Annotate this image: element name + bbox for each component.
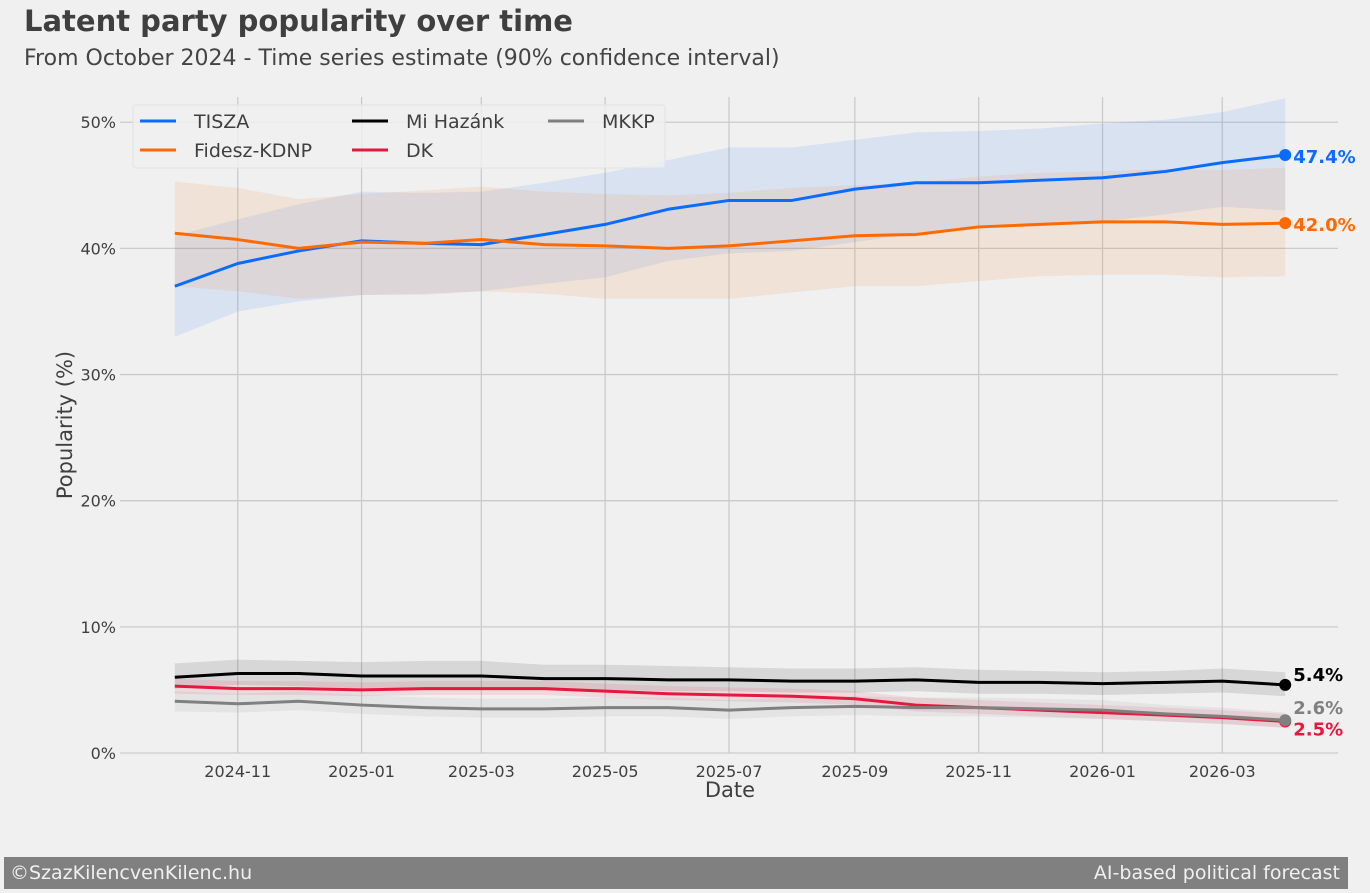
- confidence-band-mi-hazánk: [174, 659, 1286, 697]
- footer-tagline: AI-based political forecast: [1093, 862, 1340, 884]
- confidence-band-dk: [174, 678, 1286, 728]
- end-label-dk: 2.5%: [1293, 719, 1343, 740]
- end-label-mkkp: 2.6%: [1293, 698, 1343, 719]
- end-label-mi-hazánk: 5.4%: [1293, 665, 1343, 686]
- y-tick-label: 40%: [80, 239, 116, 258]
- series-line-fidesz-kdnp: [174, 220, 1286, 250]
- legend-label-mi-hazánk: Mi Hazánk: [406, 111, 504, 133]
- legend-box: [132, 104, 666, 169]
- y-tick-label: 10%: [80, 618, 116, 637]
- end-point-tisza: [1279, 149, 1292, 162]
- x-tick-label: 2025-03: [448, 762, 515, 781]
- x-tick-label: 2024-11: [204, 762, 271, 781]
- x-tick-label: 2025-01: [328, 762, 395, 781]
- x-axis-label: Date: [705, 778, 755, 802]
- footer-bar: ©SzazKilencvenKilenc.hu AI-based politic…: [4, 857, 1348, 889]
- legend-label-tisza: TISZA: [193, 111, 249, 133]
- x-tick-label: 2025-07: [696, 762, 763, 781]
- legend-label-mkkp: MKKP: [602, 111, 655, 133]
- x-tick-label: 2026-01: [1069, 762, 1136, 781]
- end-label-fidesz-kdnp: 42.0%: [1293, 215, 1355, 236]
- x-tick-label: 2026-03: [1189, 762, 1256, 781]
- y-tick-label: 50%: [80, 113, 116, 132]
- end-point-mi-hazánk: [1279, 678, 1292, 691]
- legend-label-fidesz-kdnp: Fidesz-KDNP: [194, 140, 312, 162]
- x-tick-label: 2025-09: [821, 762, 888, 781]
- series-line-mkkp: [174, 699, 1286, 722]
- end-point-fidesz-kdnp: [1279, 217, 1292, 230]
- y-tick-label: 0%: [91, 744, 116, 763]
- footer-credit: ©SzazKilencvenKilenc.hu: [10, 862, 253, 884]
- confidence-band-fidesz-kdnp: [174, 167, 1286, 299]
- y-tick-label: 30%: [80, 366, 116, 385]
- end-label-tisza: 47.4%: [1293, 147, 1355, 168]
- confidence-band-tisza: [174, 98, 1286, 337]
- series-line-dk: [174, 684, 1286, 723]
- y-tick-label: 20%: [80, 492, 116, 511]
- end-point-mkkp: [1279, 714, 1292, 727]
- x-tick-label: 2025-11: [945, 762, 1012, 781]
- y-axis-label: Popularity (%): [53, 351, 77, 499]
- legend-label-dk: DK: [406, 140, 434, 162]
- series-line-mi-hazánk: [174, 672, 1286, 687]
- x-tick-label: 2025-05: [572, 762, 639, 781]
- chart-subtitle: From October 2024 - Time series estimate…: [24, 46, 780, 71]
- chart-title: Latent party popularity over time: [24, 4, 573, 38]
